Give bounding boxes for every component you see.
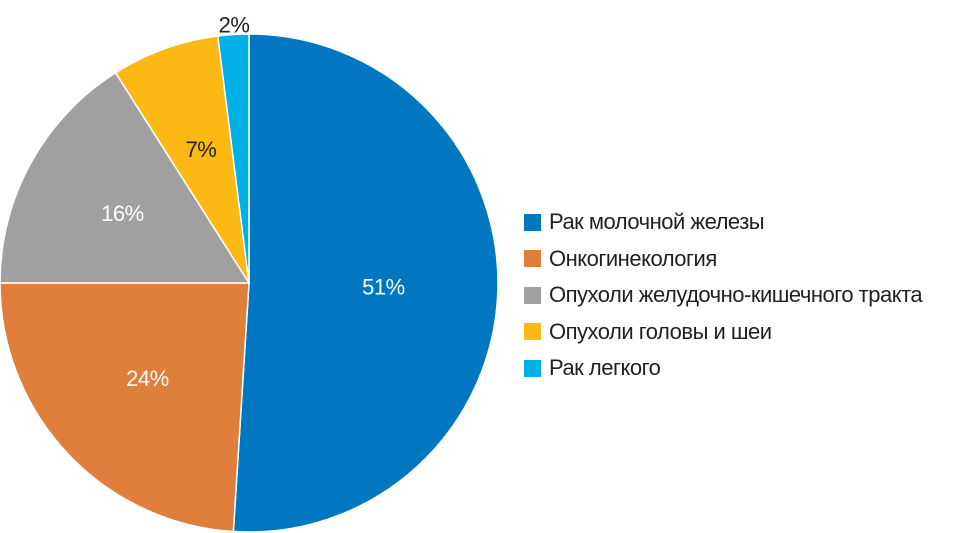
pie-slice-2 xyxy=(0,282,250,533)
legend-label: Опухоли головы и шеи xyxy=(549,318,772,344)
slice-label-4: 7% xyxy=(186,137,217,162)
legend: Рак молочной железы Онкогинекология Опухол… xyxy=(524,204,952,387)
legend-swatch xyxy=(524,250,541,268)
slice-label-3: 16% xyxy=(101,201,144,226)
legend-item: Опухоли желудочно-кишечного тракта xyxy=(524,277,952,314)
pie-slice-5 xyxy=(216,33,250,284)
legend-label: Рак легкого xyxy=(549,355,661,381)
legend-label: Рак молочной железы xyxy=(549,209,765,235)
legend-label: Онкогинекология xyxy=(549,245,717,271)
legend-item: Опухоли головы и шеи xyxy=(524,314,952,351)
legend-swatch xyxy=(524,286,541,304)
pie-slice-1 xyxy=(232,33,499,533)
pie-slice-3 xyxy=(0,71,251,284)
legend-swatch xyxy=(524,323,541,341)
legend-item: Рак молочной железы xyxy=(524,204,952,241)
legend-item: Рак легкого xyxy=(524,350,952,387)
legend-label: Опухоли желудочно-кишечного тракта xyxy=(549,282,923,308)
slice-label-5: 2% xyxy=(219,13,250,38)
slice-label-1: 51% xyxy=(362,275,405,300)
slice-label-2: 24% xyxy=(126,366,169,391)
pie-slice-4 xyxy=(114,35,250,284)
legend-item: Онкогинекология xyxy=(524,241,952,278)
legend-swatch xyxy=(524,213,541,231)
legend-swatch xyxy=(524,359,541,377)
